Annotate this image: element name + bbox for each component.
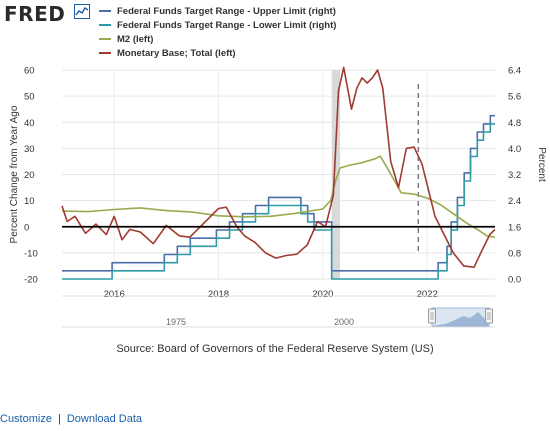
legend-label-m2: M2 (left) bbox=[117, 33, 154, 45]
navigator-handle-body bbox=[485, 308, 493, 324]
navigator-label: 1975 bbox=[166, 317, 186, 327]
navigator-handle-left[interactable] bbox=[428, 308, 436, 324]
y-tick-left: -10 bbox=[24, 248, 38, 259]
footer-separator: | bbox=[57, 413, 61, 425]
navigator-handle-right[interactable] bbox=[485, 308, 493, 324]
fred-logo-chart-icon bbox=[74, 4, 90, 19]
x-tick: 2022 bbox=[417, 289, 438, 300]
date-range-navigator[interactable]: 1975 2000 bbox=[62, 295, 495, 328]
fred-logo[interactable]: FRED bbox=[4, 2, 66, 26]
legend-item-monetary-base[interactable]: Monetary Base; Total (left) bbox=[99, 46, 336, 60]
chart-svg[interactable]: 60 50 40 30 20 10 0 -10 -20 6.4 5.6 4.8 4.0 3.2 2.4 1.6… bbox=[0, 0, 550, 340]
customize-link[interactable]: Customize bbox=[0, 413, 52, 425]
chart-gridlines bbox=[62, 69, 495, 280]
series-line-monetary-base[interactable] bbox=[61, 66, 496, 268]
source-note: Source: Board of Governors of the Federa… bbox=[116, 343, 434, 355]
legend-item-m2[interactable]: M2 (left) bbox=[99, 32, 336, 46]
recession-band bbox=[331, 70, 341, 279]
y-tick-right: 4.8 bbox=[508, 118, 521, 129]
y-tick-right: 1.6 bbox=[508, 222, 521, 233]
y-tick-right: 3.2 bbox=[508, 170, 521, 181]
legend-label-monetary-base: Monetary Base; Total (left) bbox=[117, 47, 236, 59]
download-data-link[interactable]: Download Data bbox=[66, 413, 143, 425]
legend-swatch-monetary-base bbox=[99, 52, 111, 54]
footer-links: Customize | Download Data bbox=[0, 413, 142, 425]
navigator-label: 2000 bbox=[334, 317, 354, 327]
y-tick-right: 0.0 bbox=[508, 275, 521, 286]
legend-item-upper-limit[interactable]: Federal Funds Target Range - Upper Limit… bbox=[99, 4, 336, 18]
x-tick: 2020 bbox=[312, 289, 333, 300]
y-tick-left: 50 bbox=[24, 92, 35, 103]
navigator-handle-body bbox=[428, 308, 436, 324]
y-tick-left: 10 bbox=[24, 196, 35, 207]
chart-header: FRED Federal Funds Target Range - Upper … bbox=[0, 0, 550, 62]
legend-item-lower-limit[interactable]: Federal Funds Target Range - Lower Limit… bbox=[99, 18, 336, 32]
chart-series bbox=[61, 66, 496, 280]
recession-shading bbox=[331, 70, 341, 279]
series-line-lower-limit[interactable] bbox=[62, 123, 495, 280]
y-axis-label-left: Percent Change from Year Ago bbox=[9, 105, 20, 243]
legend-label-upper-limit: Federal Funds Target Range - Upper Limit… bbox=[117, 5, 336, 17]
legend-swatch-m2 bbox=[99, 38, 111, 40]
y-tick-left: 0 bbox=[24, 222, 29, 233]
navigator-mini-series bbox=[432, 312, 489, 326]
y-tick-right: 4.0 bbox=[508, 144, 521, 155]
y-tick-left: 20 bbox=[24, 170, 35, 181]
legend-label-lower-limit: Federal Funds Target Range - Lower Limit… bbox=[117, 19, 337, 31]
y-axis-label-right: Percent bbox=[536, 147, 547, 182]
y-tick-left: -20 bbox=[24, 275, 38, 286]
y-tick-left: 60 bbox=[24, 66, 35, 77]
x-tick: 2018 bbox=[208, 289, 229, 300]
chart-axes: 60 50 40 30 20 10 0 -10 -20 6.4 5.6 4.8 4.0 3.2 2.4 1.6… bbox=[9, 66, 547, 301]
chart-legend: Federal Funds Target Range - Upper Limit… bbox=[99, 4, 336, 60]
y-tick-right: 5.6 bbox=[508, 92, 521, 103]
series-line-m2[interactable] bbox=[61, 155, 496, 238]
y-tick-right: 2.4 bbox=[508, 196, 521, 207]
y-tick-left: 40 bbox=[24, 118, 35, 129]
y-tick-right: 6.4 bbox=[508, 66, 521, 77]
x-tick: 2016 bbox=[104, 289, 125, 300]
y-tick-right: 0.8 bbox=[508, 248, 521, 259]
legend-swatch-upper-limit bbox=[99, 10, 111, 12]
legend-swatch-lower-limit bbox=[99, 24, 111, 26]
y-tick-left: 30 bbox=[24, 144, 35, 155]
